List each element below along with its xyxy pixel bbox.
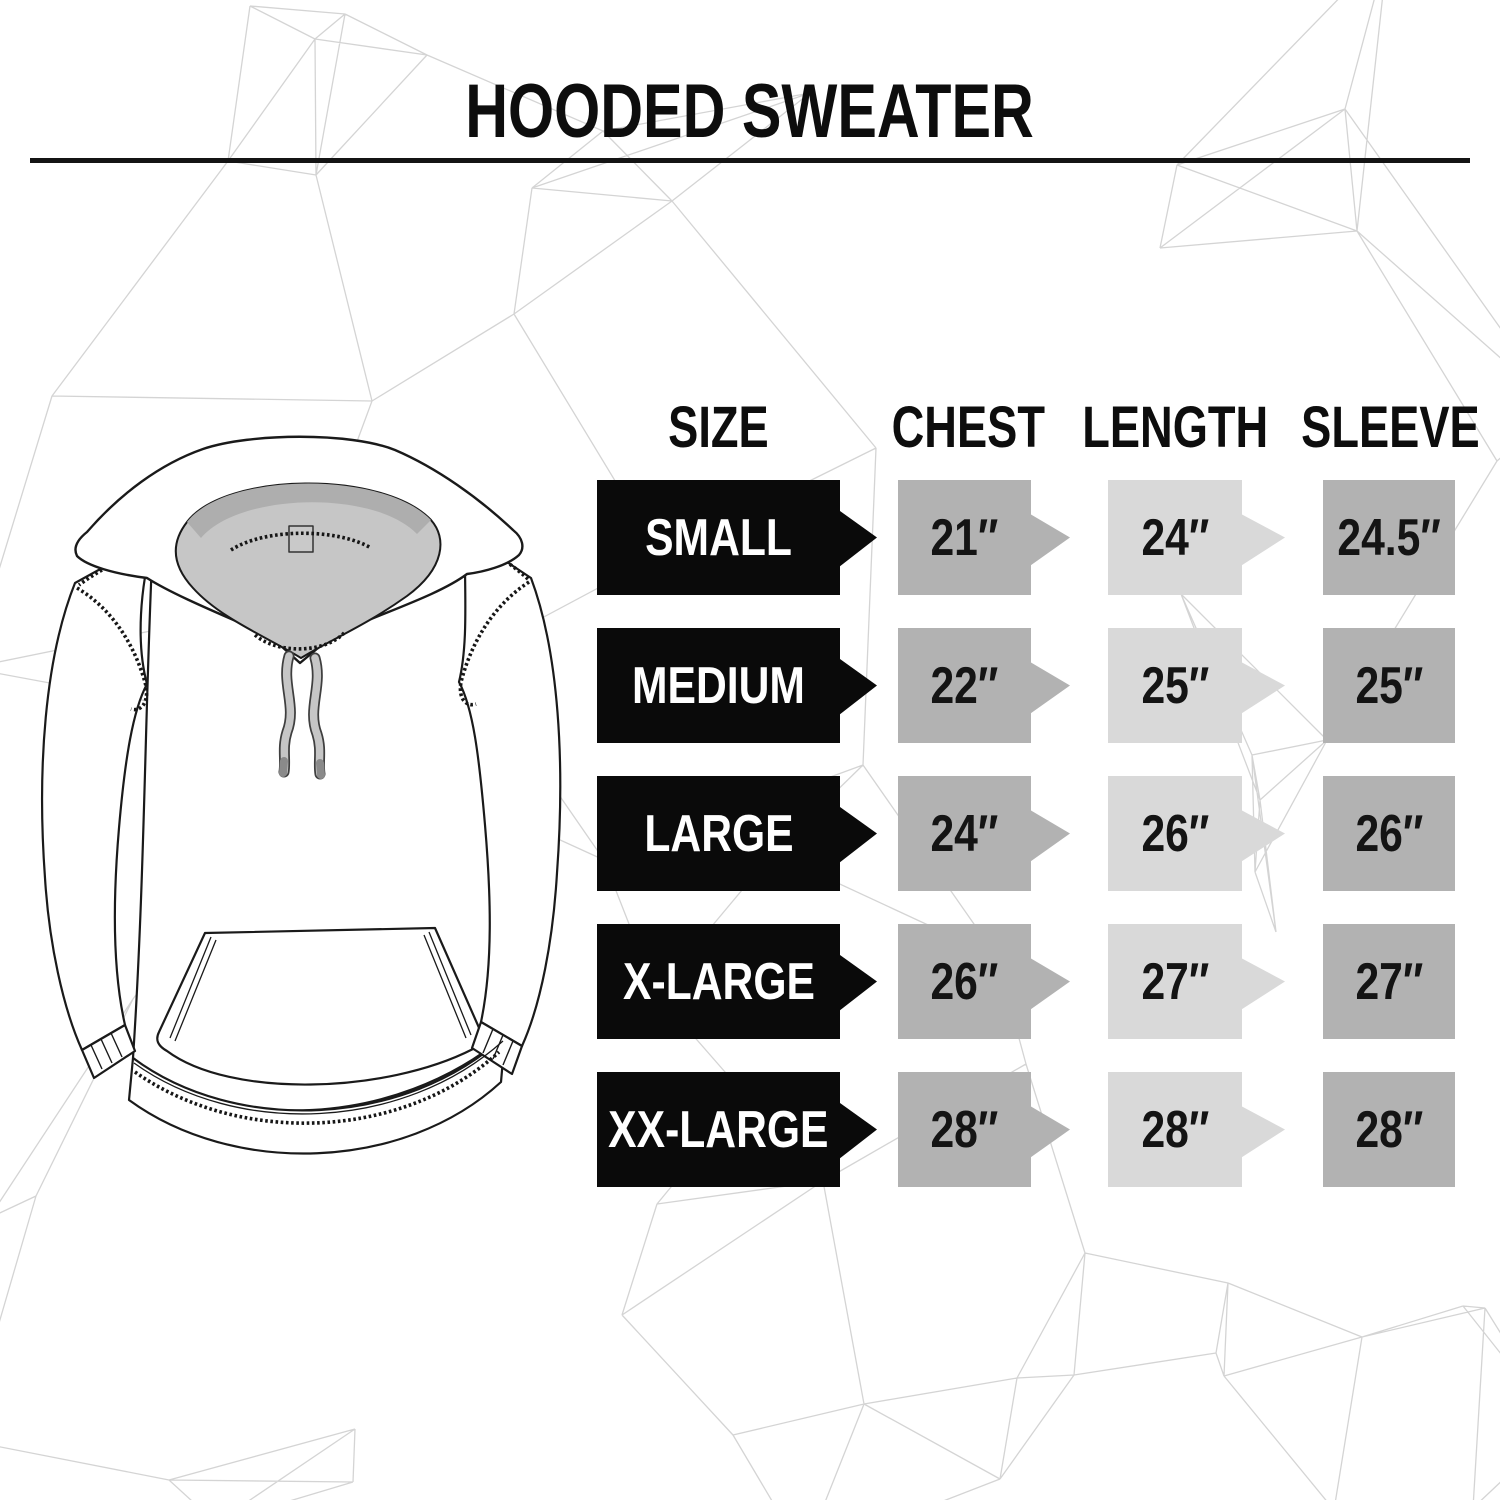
title-underline: [30, 158, 1470, 163]
size-badge-x-large: X-LARGE: [597, 924, 877, 1039]
hood-lining-fold-shadow: [187, 483, 431, 538]
column-header-chest: CHEST: [891, 394, 1045, 460]
column-header-length: LENGTH: [1082, 394, 1269, 460]
hood-lining: [174, 482, 442, 659]
size-badge-small: SMALL: [597, 480, 877, 595]
sleeve-value-x-large: 27″: [1323, 924, 1455, 1039]
hoodie-hem-band: [127, 1034, 507, 1155]
sleeve-value-small: 24.5″: [1323, 480, 1455, 595]
page-title: HOODED SWEATER: [465, 69, 1035, 154]
hoodie-line-drawing: [41, 435, 562, 1155]
hoodie-illustration: [35, 428, 565, 1188]
pocket-stitch-lines: [133, 931, 504, 1115]
sleeve-value-medium: 25″: [1323, 628, 1455, 743]
sleeve-value-large: 26″: [1323, 776, 1455, 891]
hood-drawstrings: [278, 650, 326, 780]
neck-label: [288, 525, 314, 553]
sleeve-value-xx-large: 28″: [1323, 1072, 1455, 1187]
size-badge-medium: MEDIUM: [597, 628, 877, 743]
hoodie-left-sleeve: [41, 538, 155, 1052]
column-header-size: SIZE: [668, 394, 769, 460]
size-badge-xx-large: XX-LARGE: [597, 1072, 877, 1187]
column-header-sleeve: SLEEVE: [1301, 394, 1480, 460]
hoodie-right-sleeve: [457, 532, 562, 1048]
size-badge-large: LARGE: [597, 776, 877, 891]
collar-zigzag-stitches: [230, 531, 372, 651]
hoodie-kangaroo-pocket: [156, 926, 484, 1086]
